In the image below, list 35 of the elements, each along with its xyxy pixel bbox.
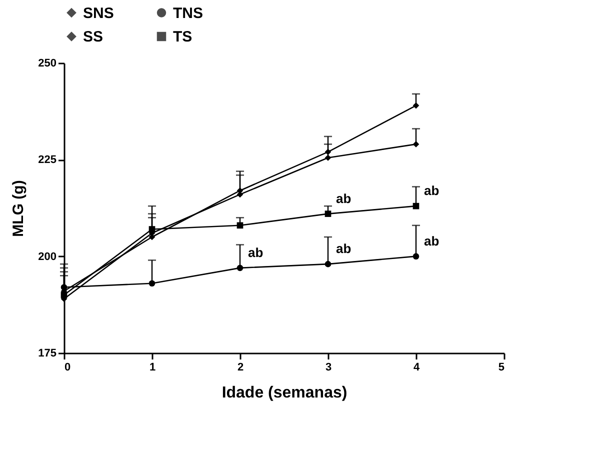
x-axis-title: Idade (semanas) (222, 384, 348, 402)
point (60, 292, 68, 298)
point (412, 141, 420, 148)
y-axis-title: MLG (g) (10, 180, 28, 237)
x-tick-label: 1 (149, 362, 156, 374)
point (324, 260, 332, 268)
point (324, 148, 332, 156)
annotation: ab (248, 244, 264, 260)
point (60, 284, 68, 290)
y-tick-label: 250 (38, 58, 56, 70)
annotation: ab (336, 241, 352, 256)
x-tick-label: 4 (413, 362, 420, 374)
point (148, 280, 156, 287)
y-tick-label: 225 (38, 154, 56, 166)
legend-label: SS (83, 28, 104, 46)
point (412, 202, 420, 210)
point (148, 226, 156, 232)
point (324, 154, 332, 161)
legend-label: TS (173, 28, 192, 46)
annotation: ab (336, 190, 352, 206)
x-tick-label: 3 (325, 362, 332, 374)
legend-label: TNS (173, 4, 203, 22)
y-tick-label: 175 (38, 348, 56, 360)
point (236, 264, 244, 272)
point (412, 102, 420, 109)
annotation: ab (424, 233, 440, 248)
x-tick-label: 0 (64, 362, 71, 374)
x-tick-label: 2 (237, 362, 244, 374)
y-tick-label: 200 (38, 250, 56, 263)
x-tick-label: 5 (498, 362, 504, 374)
point (324, 210, 332, 217)
point (412, 253, 420, 260)
point (236, 222, 244, 229)
annotation: ab (424, 183, 440, 198)
legend-label: SNS (83, 4, 114, 22)
